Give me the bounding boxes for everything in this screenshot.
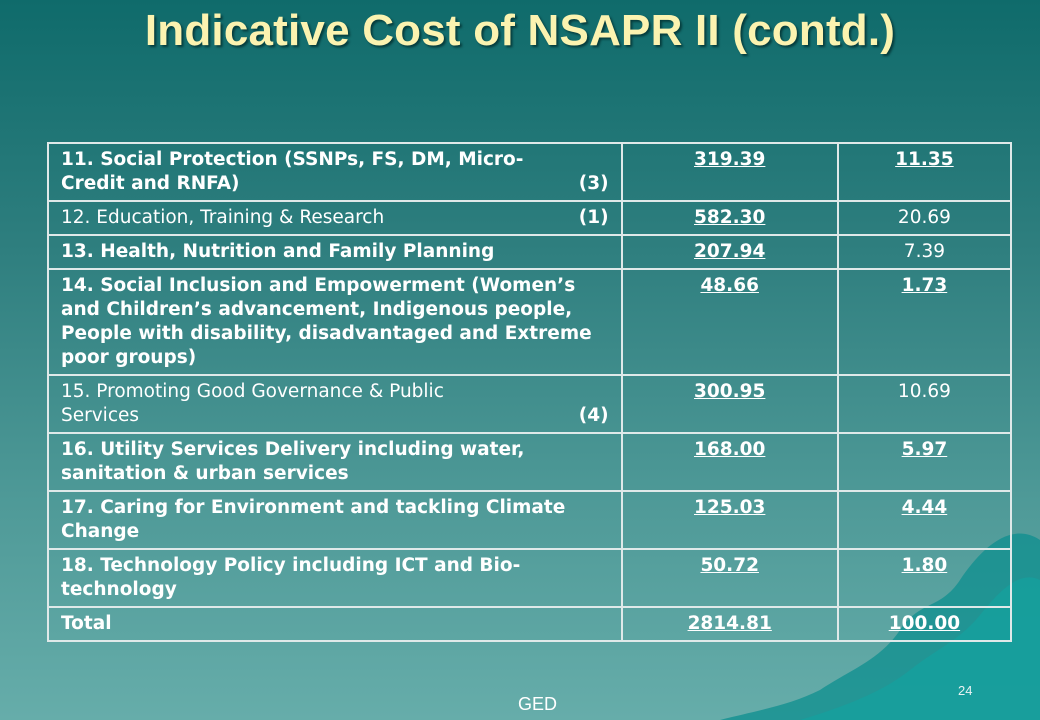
total-label: Total: [47, 606, 623, 642]
footer-text: GED: [518, 694, 558, 714]
cost-value: 300.95: [620, 374, 839, 434]
row-note: (1): [578, 207, 609, 228]
row-label: 14. Social Inclusion and Empowerment (Wo…: [47, 268, 623, 376]
percent-value: 10.69: [836, 374, 1013, 434]
row-label: 18. Technology Policy including ICT and …: [47, 548, 623, 608]
total-cost-value: 2814.81: [620, 606, 839, 642]
total-percent-value: 100.00: [836, 606, 1013, 642]
percent-value: 11.35: [836, 142, 1013, 202]
table-row: 13. Health, Nutrition and Family Plannin…: [47, 234, 1013, 270]
cost-table: 11. Social Protection (SSNPs, FS, DM, Mi…: [47, 142, 1013, 642]
percent-value: 1.73: [836, 268, 1013, 376]
row-note: (4): [578, 405, 609, 426]
cost-value: 319.39: [620, 142, 839, 202]
slide-title: Indicative Cost of NSAPR II (contd.): [144, 6, 896, 55]
percent-value: 5.97: [836, 432, 1013, 492]
table-row: 14. Social Inclusion and Empowerment (Wo…: [47, 268, 1013, 376]
row-label: 11. Social Protection (SSNPs, FS, DM, Mi…: [47, 142, 623, 202]
percent-value: 4.44: [836, 490, 1013, 550]
row-label-text: 12. Education, Training & Research: [61, 207, 385, 228]
row-label-line: 15. Promoting Good Governance & Public: [61, 381, 444, 402]
cost-value: 125.03: [620, 490, 839, 550]
percent-value: 1.80: [836, 548, 1013, 608]
percent-value: 7.39: [836, 234, 1013, 270]
row-label-line: Credit and RNFA): [61, 173, 240, 194]
table-row: 18. Technology Policy including ICT and …: [47, 548, 1013, 608]
cost-value: 582.30: [620, 200, 839, 236]
table-row: 11. Social Protection (SSNPs, FS, DM, Mi…: [47, 142, 1013, 202]
table-row: 15. Promoting Good Governance & Public S…: [47, 374, 1013, 434]
cost-value: 207.94: [620, 234, 839, 270]
page-number: 24: [958, 683, 973, 698]
total-row: Total 2814.81 100.00: [47, 606, 1013, 642]
row-label: 13. Health, Nutrition and Family Plannin…: [47, 234, 623, 270]
cost-value: 168.00: [620, 432, 839, 492]
percent-value: 20.69: [836, 200, 1013, 236]
row-note: (3): [578, 173, 609, 194]
row-label: 17. Caring for Environment and tackling …: [47, 490, 623, 550]
table-row: 16. Utility Services Delivery including …: [47, 432, 1013, 492]
table-row: 17. Caring for Environment and tackling …: [47, 490, 1013, 550]
table-row: 12. Education, Training & Research (1) 5…: [47, 200, 1013, 236]
cost-value: 48.66: [620, 268, 839, 376]
row-label: 16. Utility Services Delivery including …: [47, 432, 623, 492]
row-label-line: 11. Social Protection (SSNPs, FS, DM, Mi…: [61, 149, 524, 170]
row-label: 12. Education, Training & Research (1): [47, 200, 623, 236]
row-label-line: Services: [61, 405, 140, 426]
cost-value: 50.72: [620, 548, 839, 608]
row-label: 15. Promoting Good Governance & Public S…: [47, 374, 623, 434]
